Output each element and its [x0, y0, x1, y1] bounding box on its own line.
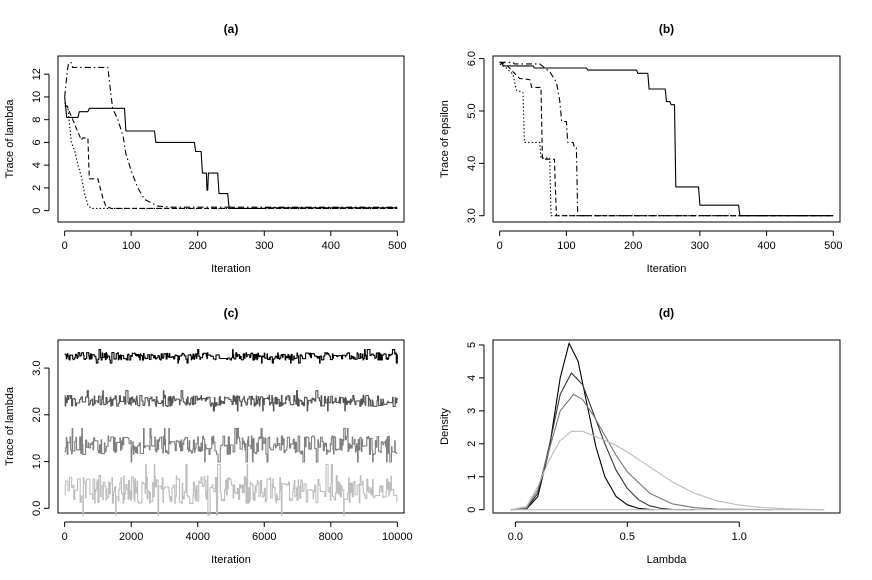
y-tick-label: 4 [31, 162, 43, 168]
x-tick-label: 8000 [319, 531, 343, 543]
chart-title: (a) [224, 22, 239, 36]
x-tick-label: 0.5 [620, 531, 635, 543]
x-tick-label: 100 [122, 240, 140, 252]
series-line-3 [510, 393, 773, 511]
x-tick-label: 0 [497, 240, 503, 252]
x-axis-label: Lambda [647, 554, 688, 566]
x-axis-label: Iteration [211, 554, 251, 566]
plot-frame [57, 339, 405, 514]
y-tick-label: 2 [31, 185, 43, 191]
x-axis-label: Iteration [211, 263, 251, 275]
x-tick-label: 400 [757, 240, 775, 252]
y-tick-label: 12 [31, 68, 43, 80]
y-tick-label: 2 [466, 441, 478, 447]
x-tick-label: 4000 [185, 531, 209, 543]
x-tick-label: 10000 [382, 531, 413, 543]
y-tick-label: 3 [466, 408, 478, 414]
x-tick-label: 0 [62, 531, 68, 543]
chart-title: (c) [224, 306, 239, 320]
panel-a: (a) 0 100 200 300 400 500 Iteration 0 2 4 6 8 10 12 Tra… [4, 22, 407, 275]
y-tick-label: 4.0 [466, 156, 478, 171]
x-tick-label: 100 [557, 240, 575, 252]
series-line-2 [64, 390, 398, 412]
series-line-3 [64, 105, 398, 209]
y-tick-label: 1.0 [31, 454, 43, 469]
series-line-4 [64, 102, 398, 209]
y-tick-label: 3.0 [466, 208, 478, 223]
y-tick-label: 10 [31, 91, 43, 103]
x-tick-label: 6000 [252, 531, 276, 543]
x-tick-label: 300 [255, 240, 273, 252]
plot-frame [492, 339, 841, 514]
x-tick-label: 1.0 [732, 531, 747, 543]
y-tick-label: 0.0 [31, 501, 43, 516]
y-axis-label: Trace of lambda [4, 386, 16, 466]
series-line-3 [64, 427, 398, 463]
y-tick-label: 3.0 [31, 360, 43, 375]
y-tick-label: 5 [466, 342, 478, 348]
plot-frame [492, 55, 841, 223]
x-tick-label: 400 [322, 240, 340, 252]
y-tick-label: 2.0 [31, 407, 43, 422]
y-tick-label: 5.0 [466, 103, 478, 118]
x-axis-label: Iteration [647, 263, 687, 275]
x-tick-label: 300 [691, 240, 709, 252]
series-line-1 [510, 342, 655, 511]
y-tick-label: 0 [31, 208, 43, 214]
y-tick-label: 4 [466, 375, 478, 381]
series-line-2 [64, 62, 398, 208]
series-line-3 [499, 61, 834, 217]
y-axis-label: Density [439, 408, 451, 445]
y-axis-label: Trace of epsilon [439, 100, 451, 178]
panel-d: (d) 0.0 0.5 1.0 Lambda 0 1 2 3 4 5 Density [439, 306, 841, 566]
series-line-2 [499, 61, 834, 217]
panel-c: (c) 0 2000 4000 6000 8000 10000 Iteration 0.0 1.0… [4, 306, 413, 566]
series-line-4 [510, 430, 825, 511]
y-tick-label: 6 [31, 139, 43, 145]
x-tick-label: 0 [62, 240, 68, 252]
y-tick-label: 1 [466, 474, 478, 480]
panel-b: (b) 0 100 200 300 400 500 Iteration 3.0 4.0 5.0 6.0… [439, 22, 843, 275]
series-line-1 [499, 61, 834, 217]
series-line-4 [499, 63, 834, 217]
series-line-1 [64, 349, 398, 364]
plot-frame [57, 55, 405, 223]
x-tick-label: 500 [388, 240, 406, 252]
x-tick-label: 2000 [119, 531, 143, 543]
chart-title: (b) [659, 22, 674, 36]
chart-title: (d) [659, 306, 674, 320]
y-axis-label: Trace of lambda [4, 99, 16, 179]
series-line-4 [64, 463, 398, 516]
x-tick-label: 500 [824, 240, 842, 252]
y-tick-label: 0 [466, 507, 478, 513]
x-tick-label: 200 [624, 240, 642, 252]
y-tick-label: 6.0 [466, 51, 478, 66]
x-tick-label: 200 [189, 240, 207, 252]
x-tick-label: 0.0 [508, 531, 523, 543]
series-line-1 [64, 96, 398, 209]
y-tick-label: 8 [31, 117, 43, 123]
